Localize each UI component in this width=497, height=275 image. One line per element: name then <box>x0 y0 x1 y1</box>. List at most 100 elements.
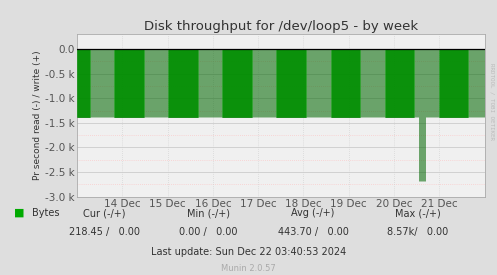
Bar <box>422 49 423 181</box>
Bar <box>292 49 293 117</box>
Bar <box>237 49 238 117</box>
Bar <box>121 49 122 117</box>
Bar <box>419 49 420 181</box>
Bar <box>123 49 124 117</box>
Bar <box>85 49 86 117</box>
Bar <box>232 49 233 117</box>
Bar <box>225 49 226 117</box>
Bar <box>88 49 89 117</box>
Bar <box>124 49 125 117</box>
Bar <box>457 49 458 117</box>
Bar <box>136 49 137 117</box>
Bar <box>97 49 98 117</box>
Bar <box>286 49 287 117</box>
Bar <box>463 49 464 117</box>
Bar <box>119 49 120 117</box>
Bar <box>248 49 249 117</box>
Bar <box>447 49 448 117</box>
Bar <box>420 49 421 181</box>
Bar <box>297 49 298 117</box>
Bar <box>388 49 389 117</box>
Bar <box>446 49 447 117</box>
Bar <box>399 49 400 117</box>
Bar <box>162 49 163 117</box>
Bar <box>189 49 190 117</box>
Bar <box>222 49 223 117</box>
Bar <box>460 49 461 117</box>
Bar <box>362 49 363 117</box>
Text: Cur (-/+): Cur (-/+) <box>83 208 126 218</box>
Bar <box>89 49 90 117</box>
Bar <box>257 49 258 117</box>
Bar <box>398 49 399 117</box>
Bar <box>251 49 252 117</box>
Bar <box>90 49 91 117</box>
Bar <box>352 49 353 117</box>
Bar <box>227 49 228 117</box>
Bar <box>282 49 283 117</box>
Bar <box>300 49 301 117</box>
Bar <box>349 49 350 117</box>
Bar <box>456 49 457 117</box>
Bar <box>228 49 229 117</box>
Bar <box>233 49 234 117</box>
Bar <box>389 49 390 117</box>
Bar <box>180 49 181 117</box>
Bar <box>281 49 282 117</box>
Bar <box>254 49 255 117</box>
Bar <box>345 49 346 117</box>
Bar <box>390 49 391 117</box>
Bar <box>86 49 87 117</box>
Bar <box>84 49 85 117</box>
Bar <box>178 49 179 117</box>
Bar <box>357 49 358 117</box>
Bar <box>219 49 220 117</box>
Bar <box>301 49 302 117</box>
Bar <box>327 49 328 117</box>
Bar <box>199 49 200 117</box>
Bar <box>195 49 196 117</box>
Bar <box>449 49 450 117</box>
Bar <box>239 49 240 117</box>
Bar <box>443 49 444 117</box>
Bar <box>182 49 183 117</box>
Text: Bytes: Bytes <box>32 208 60 218</box>
Bar <box>296 49 297 117</box>
Bar <box>159 49 160 117</box>
Text: Last update: Sun Dec 22 03:40:53 2024: Last update: Sun Dec 22 03:40:53 2024 <box>151 247 346 257</box>
Bar <box>117 49 118 117</box>
Bar <box>128 49 129 117</box>
Bar <box>484 49 485 117</box>
Bar <box>344 49 345 117</box>
Bar <box>94 49 95 117</box>
Bar <box>417 49 418 117</box>
Bar <box>423 49 424 181</box>
Bar <box>127 49 128 117</box>
Bar <box>350 49 351 117</box>
Y-axis label: Pr second read (-) / write (+): Pr second read (-) / write (+) <box>33 51 42 180</box>
Bar <box>194 49 195 117</box>
Bar <box>298 49 299 117</box>
Bar <box>87 49 88 117</box>
Bar <box>129 49 130 117</box>
Bar <box>397 49 398 117</box>
Bar <box>184 49 185 117</box>
Bar <box>163 49 164 117</box>
Bar <box>185 49 186 117</box>
Bar <box>321 49 322 117</box>
Bar <box>328 49 329 117</box>
Bar <box>326 49 327 117</box>
Bar <box>401 49 402 117</box>
Bar <box>293 49 294 117</box>
Text: Avg (-/+): Avg (-/+) <box>291 208 335 218</box>
Bar <box>324 49 325 117</box>
Bar <box>259 49 260 117</box>
Bar <box>284 49 285 117</box>
Text: 8.57k/   0.00: 8.57k/ 0.00 <box>387 227 448 237</box>
Bar <box>299 49 300 117</box>
Bar <box>330 49 331 117</box>
Bar <box>249 49 250 117</box>
Bar <box>190 49 191 117</box>
Bar <box>138 49 139 117</box>
Bar <box>356 49 357 117</box>
